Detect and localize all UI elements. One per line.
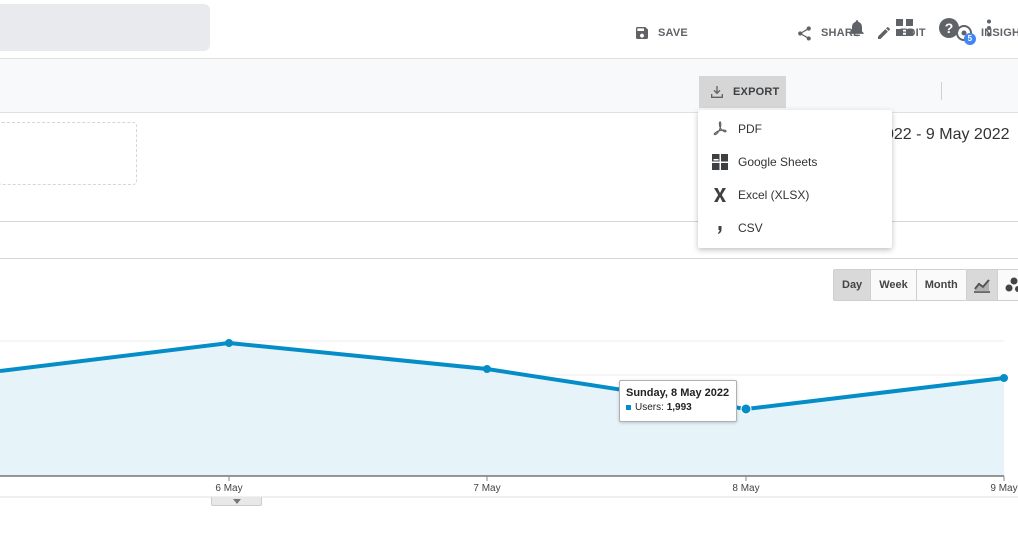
pencil-icon xyxy=(878,26,891,39)
users-line-chart: 6 May 7 May 8 May 9 May xyxy=(0,339,1018,498)
chart-type-toggle xyxy=(966,269,1018,301)
search-box[interactable] xyxy=(0,4,210,51)
export-csv-label: CSV xyxy=(738,220,763,235)
export-excel-label: Excel (XLSX) xyxy=(738,187,810,202)
caret-down-icon xyxy=(232,498,241,504)
sheets-icon xyxy=(711,153,729,171)
tooltip-metric: Users: xyxy=(635,402,664,413)
tooltip-date: Sunday, 8 May 2022 xyxy=(626,387,730,399)
day-button[interactable]: Day xyxy=(834,270,872,300)
month-button[interactable]: Month xyxy=(916,270,966,300)
users-area xyxy=(0,343,1004,476)
save-icon xyxy=(636,27,648,39)
toolbar-divider xyxy=(941,82,942,100)
save-button[interactable]: SAVE xyxy=(634,17,688,49)
download-icon xyxy=(711,86,723,98)
insights-label: INSIGH xyxy=(981,27,1018,39)
export-pdf-item[interactable]: PDF xyxy=(698,112,892,145)
svg-text:?: ? xyxy=(945,20,954,36)
help-icon[interactable]: ? xyxy=(937,16,961,40)
line-chart-icon xyxy=(974,279,990,293)
granularity-toggle: Day Week Month xyxy=(833,269,967,301)
x-tick-label: 7 May xyxy=(473,483,500,494)
x-tick-label: 9 May xyxy=(990,483,1017,494)
bubble-chart-icon xyxy=(1005,277,1018,292)
csv-icon xyxy=(711,219,729,237)
export-excel-item[interactable]: Excel (XLSX) xyxy=(698,178,892,211)
point-8-may[interactable] xyxy=(740,403,752,415)
save-label: SAVE xyxy=(658,27,688,39)
insights-icon: 5 xyxy=(955,24,976,45)
top-bar: ? xyxy=(0,0,1018,59)
line-chart-button[interactable] xyxy=(967,270,998,300)
x-tick-label: 8 May xyxy=(732,483,759,494)
share-button[interactable]: SHARE xyxy=(796,17,861,49)
report-toolbar xyxy=(0,59,1018,113)
tooltip-value-row: Users: 1,993 xyxy=(626,402,692,413)
insights-button[interactable]: 5 INSIGH xyxy=(955,17,1018,49)
segment-placeholder[interactable] xyxy=(0,122,137,185)
tooltip-value: 1,993 xyxy=(666,402,692,413)
bell-icon[interactable] xyxy=(845,16,869,40)
export-button[interactable]: EXPORT xyxy=(699,76,786,108)
edit-label: EDIT xyxy=(900,27,926,39)
tick-marks xyxy=(228,476,1005,481)
divider-bottom xyxy=(0,258,1018,259)
export-sheets-item[interactable]: Google Sheets xyxy=(698,145,892,178)
point-6-may[interactable] xyxy=(225,339,233,347)
insights-badge: 5 xyxy=(964,33,976,45)
more-vert-icon[interactable] xyxy=(977,16,1001,40)
export-pdf-label: PDF xyxy=(738,121,762,136)
export-sheets-label: Google Sheets xyxy=(738,154,818,169)
range-scrubber-handle[interactable] xyxy=(211,497,262,506)
export-label: EXPORT xyxy=(733,86,780,98)
divider-top xyxy=(0,221,1018,222)
point-9-may[interactable] xyxy=(1000,374,1008,382)
export-menu: PDF Google Sheets Excel (XLSX) CSV xyxy=(698,110,892,248)
week-button[interactable]: Week xyxy=(871,270,917,300)
excel-icon xyxy=(711,186,729,204)
share-label: SHARE xyxy=(821,27,861,39)
pdf-icon xyxy=(711,120,729,138)
date-range-picker[interactable]: 022 - 9 May 2022 xyxy=(885,126,1010,143)
motion-chart-button[interactable] xyxy=(998,270,1018,300)
export-csv-item[interactable]: CSV xyxy=(698,211,892,244)
share-icon xyxy=(798,25,811,41)
chart-tooltip: Sunday, 8 May 2022 Users: 1,993 xyxy=(619,380,737,422)
series-swatch xyxy=(626,405,631,410)
x-tick-label: 6 May xyxy=(215,483,242,494)
apps-grid-icon[interactable] xyxy=(893,16,917,40)
edit-button[interactable]: EDIT xyxy=(876,17,926,49)
point-7-may[interactable] xyxy=(483,365,491,373)
